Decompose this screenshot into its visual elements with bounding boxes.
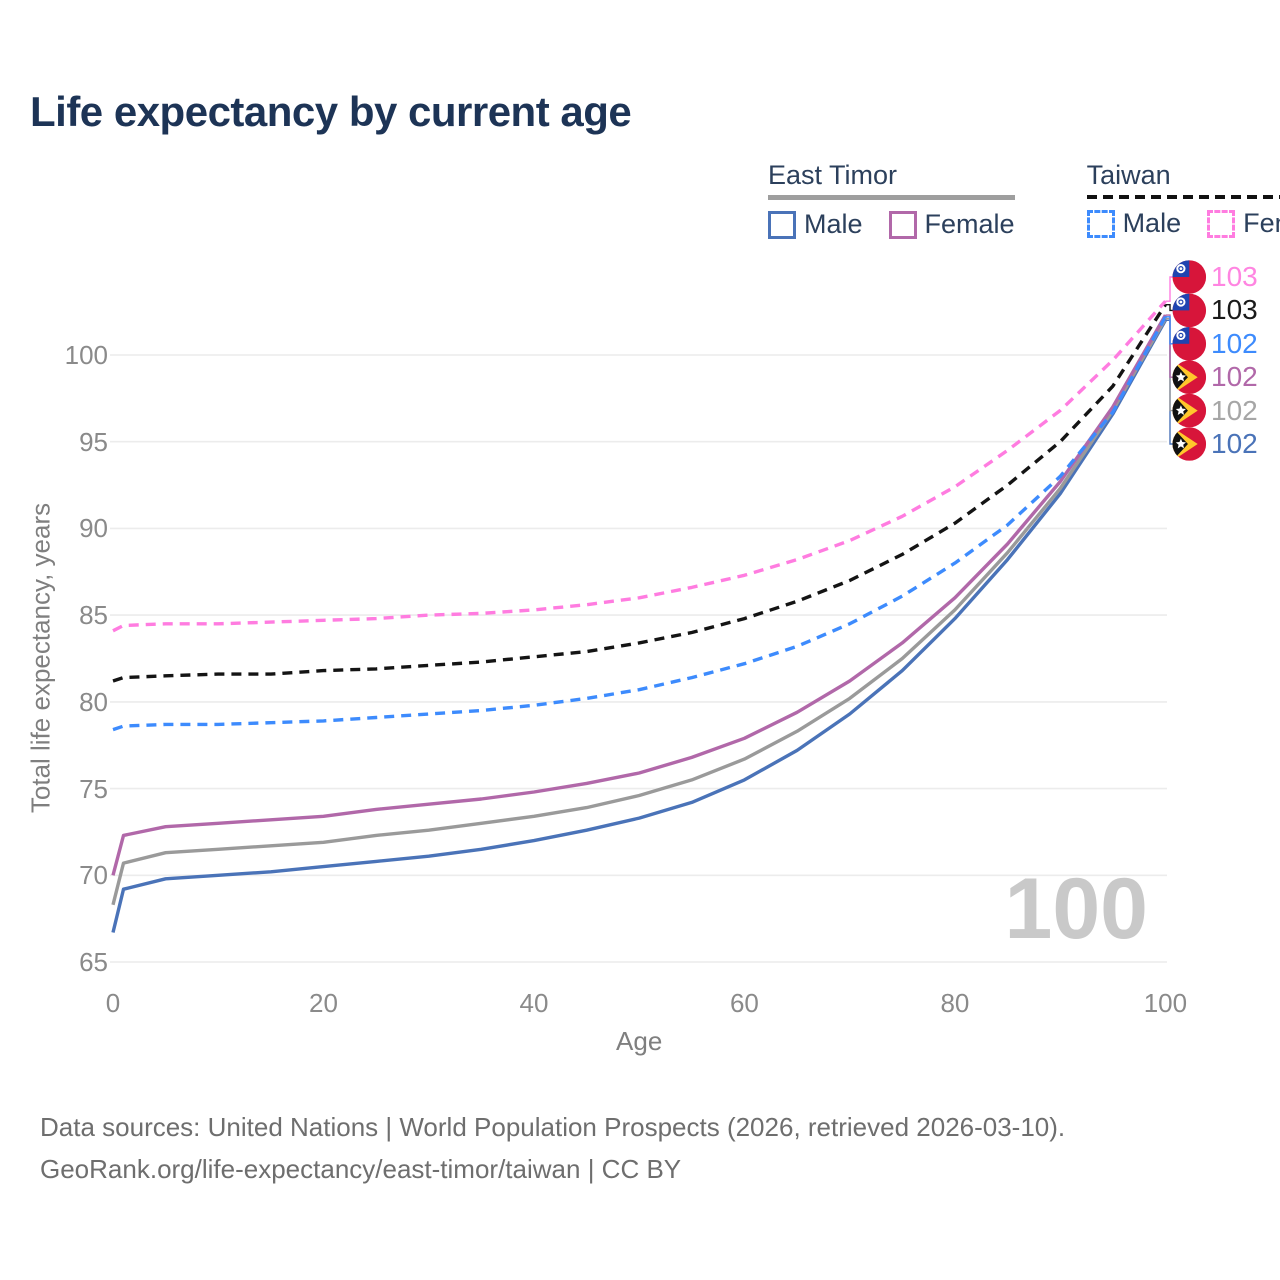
label-connector <box>1165 276 1173 302</box>
legend-item-east-timor-male[interactable]: Male <box>768 209 863 240</box>
y-tick-label: 85 <box>79 600 108 631</box>
legend-item-label: Male <box>804 209 863 239</box>
age-counter-watermark: 100 <box>1004 861 1149 957</box>
x-tick-label: 0 <box>105 988 121 1018</box>
series-line-taiwan[interactable] <box>112 303 1167 683</box>
legend-item-label: Male <box>1122 208 1182 238</box>
y-tick-label: 80 <box>79 686 108 717</box>
page-title: Life expectancy by current age <box>30 88 632 135</box>
legend-item-taiwan-male[interactable]: Male <box>1086 208 1182 239</box>
series-line-east-timor[interactable] <box>111 317 1167 906</box>
label-connector <box>1165 316 1173 345</box>
end-value-label: 103 <box>1211 261 1258 292</box>
x-tick-label: 60 <box>729 988 759 1018</box>
taiwan-flag-icon <box>1172 293 1207 328</box>
y-tick-label: 100 <box>64 339 108 370</box>
x-tick-label: 20 <box>309 988 338 1018</box>
legend-group-title: East Timor <box>768 160 898 190</box>
legend: East Timor Male Female Taiwan <box>768 160 1280 240</box>
legend-item-east-timor-female[interactable]: Female <box>888 209 1015 240</box>
dashed-line-style-icon <box>1086 195 1280 199</box>
attribution-text: GeoRank.org/life-expectancy/east-timor/t… <box>40 1154 682 1184</box>
legend-swatch-icon[interactable] <box>1086 209 1115 238</box>
east-timor-flag-icon <box>1172 360 1207 394</box>
legend-swatch-icon[interactable] <box>888 210 917 239</box>
solid-line-style-icon <box>768 195 1015 200</box>
series-line-taiwan-female[interactable] <box>112 300 1167 633</box>
end-value-label: 102 <box>1211 327 1258 359</box>
legend-item-label: Female <box>1243 208 1280 238</box>
x-tick-label: 80 <box>940 988 970 1018</box>
series-line-east-timor-male[interactable] <box>111 319 1167 933</box>
legend-item-taiwan-female[interactable]: Female <box>1207 208 1280 239</box>
y-tick-label: 95 <box>79 426 108 457</box>
legend-group-east-timor: East Timor Male Female <box>768 160 1015 240</box>
legend-group-title: Taiwan <box>1086 160 1171 190</box>
y-tick-label: 70 <box>79 860 108 891</box>
y-axis-title: Total life expectancy, years <box>25 502 56 814</box>
data-sources-text: Data sources: United Nations | World Pop… <box>40 1112 1066 1142</box>
legend-swatch-icon[interactable] <box>1207 209 1236 238</box>
east-timor-flag-icon <box>1172 393 1207 428</box>
legend-group-taiwan: Taiwan Male Female <box>1086 160 1280 240</box>
label-connector <box>1165 314 1173 378</box>
x-tick-label: 40 <box>519 988 549 1018</box>
taiwan-flag-icon <box>1172 260 1207 294</box>
legend-swatch-icon[interactable] <box>768 210 796 239</box>
legend-item-label: Female <box>924 209 1015 239</box>
taiwan-flag-icon <box>1172 327 1207 361</box>
end-value-label: 102 <box>1211 394 1258 426</box>
end-value-label: 102 <box>1211 361 1258 393</box>
x-tick-label: 100 <box>1143 988 1188 1018</box>
end-value-label: 102 <box>1211 428 1258 459</box>
series-line-east-timor-female[interactable] <box>111 314 1167 876</box>
y-tick-label: 65 <box>79 947 108 977</box>
y-tick-label: 90 <box>79 513 108 544</box>
x-axis-title: Age <box>616 1026 663 1056</box>
series-line-taiwan-male[interactable] <box>112 315 1167 732</box>
east-timor-flag-icon <box>1172 427 1207 461</box>
y-tick-label: 75 <box>79 773 108 804</box>
label-connector <box>1165 304 1173 312</box>
footer: Data sources: United Nations | World Pop… <box>40 1106 1065 1190</box>
end-value-label: 103 <box>1211 294 1258 326</box>
